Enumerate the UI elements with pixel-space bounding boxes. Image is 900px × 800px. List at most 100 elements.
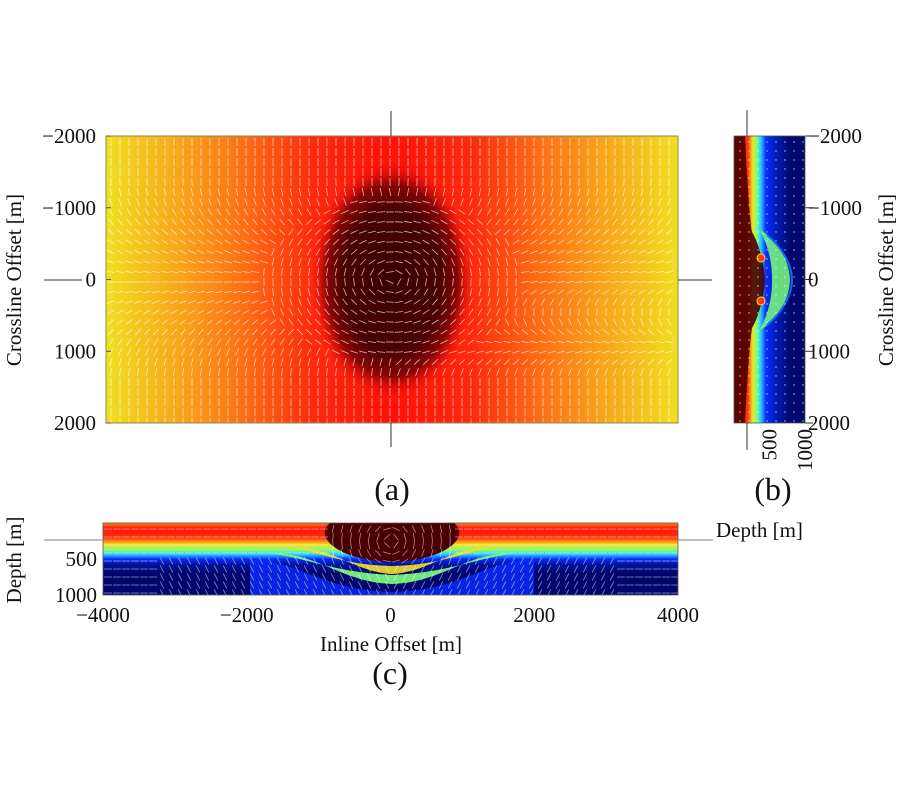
panel-c-frame — [102, 522, 679, 596]
vector-arrow — [394, 241, 404, 243]
vector-arrow — [584, 329, 592, 335]
vector-arrow — [485, 350, 493, 354]
vector-arrow — [401, 558, 409, 564]
vector-arrow — [136, 358, 140, 366]
panel-c-ytick-label: 500 — [66, 547, 98, 571]
vector-dot — [775, 231, 777, 233]
vector-arrow — [376, 231, 386, 233]
vector-arrow — [145, 358, 149, 366]
vector-arrow — [477, 318, 483, 326]
vector-arrow — [299, 367, 301, 377]
vector-arrow — [207, 208, 213, 216]
vector-dot — [784, 312, 786, 314]
vector-arrow — [340, 557, 344, 565]
vector-arrow — [188, 309, 196, 315]
vector-arrow — [476, 328, 484, 336]
vector-arrow — [603, 208, 609, 216]
vector-arrow — [312, 565, 318, 573]
vector-dot — [766, 393, 768, 395]
vector-arrow — [179, 319, 187, 325]
vector-arrow — [195, 589, 200, 595]
vector-arrow — [496, 187, 500, 197]
vector-arrow — [366, 581, 372, 589]
vector-arrow — [469, 187, 473, 197]
vector-arrow — [532, 198, 536, 206]
vector-arrow — [307, 298, 311, 306]
vector-arrow — [449, 350, 457, 354]
vector-arrow — [359, 230, 367, 234]
vector-arrow — [631, 368, 635, 376]
vector-dot — [739, 195, 741, 197]
vector-arrow — [550, 368, 554, 376]
vector-dot — [766, 168, 768, 170]
vector-arrow — [323, 229, 331, 235]
vector-arrow — [271, 198, 275, 206]
vector-arrow — [503, 350, 511, 354]
vector-arrow — [495, 318, 501, 326]
vector-dot — [748, 213, 750, 215]
vector-arrow — [332, 238, 340, 246]
vector-arrow — [439, 589, 444, 595]
vector-arrow — [108, 208, 114, 216]
vector-dot — [802, 231, 804, 233]
vector-arrow — [269, 328, 277, 336]
vector-arrow — [510, 565, 516, 573]
vector-arrow — [195, 581, 201, 589]
vector-arrow — [352, 358, 356, 366]
vector-arrow — [402, 573, 408, 581]
vector-arrow — [458, 339, 466, 345]
vector-arrow — [224, 309, 232, 315]
vector-arrow — [179, 309, 187, 315]
panel-b-ytick-label: −1000 — [808, 196, 862, 220]
vector-arrow — [448, 549, 452, 557]
panel-c-xtick-label: −4000 — [76, 603, 130, 627]
vector-arrow — [600, 581, 606, 589]
vector-arrow — [523, 368, 527, 376]
vector-dot — [802, 366, 804, 368]
vector-arrow — [359, 309, 367, 315]
vector-arrow — [116, 228, 124, 236]
vector-dot — [739, 402, 741, 404]
vector-arrow — [394, 331, 404, 333]
vector-arrow — [530, 329, 538, 335]
vector-arrow — [505, 287, 509, 297]
vector-arrow — [548, 260, 556, 264]
vector-arrow — [630, 218, 636, 226]
vector-arrow — [189, 348, 195, 356]
vector-arrow — [476, 218, 484, 226]
vector-arrow — [601, 340, 611, 344]
vector-arrow — [383, 527, 391, 531]
vector-arrow — [135, 218, 141, 226]
vector-dot — [739, 339, 741, 341]
vector-arrow — [478, 258, 482, 266]
vector-arrow — [251, 309, 259, 315]
vector-arrow — [250, 271, 260, 273]
vector-arrow — [314, 318, 322, 326]
vector-arrow — [325, 258, 329, 266]
vector-arrow — [307, 198, 311, 206]
vector-arrow — [308, 367, 310, 377]
vector-arrow — [235, 187, 239, 197]
vector-arrow — [431, 309, 439, 315]
vector-arrow — [638, 249, 646, 255]
vector-arrow — [362, 277, 364, 287]
vector-arrow — [575, 228, 583, 236]
vector-arrow — [261, 218, 267, 226]
panel-a-vector-field — [106, 138, 674, 423]
panel-c-ylabel-right: Depth [m] — [716, 518, 803, 542]
vector-arrow — [206, 319, 214, 325]
vector-arrow — [442, 187, 446, 197]
vector-arrow — [575, 249, 583, 255]
vector-arrow — [528, 581, 534, 589]
vector-arrow — [403, 351, 413, 353]
vector-arrow — [375, 565, 381, 573]
vector-arrow — [403, 211, 413, 213]
vector-arrow — [530, 289, 538, 295]
vector-arrow — [298, 258, 302, 266]
vector-arrow — [262, 358, 266, 366]
vector-dot — [739, 159, 741, 161]
vector-arrow — [116, 309, 124, 315]
vector-arrow — [161, 300, 169, 304]
vector-arrow — [477, 238, 483, 246]
vector-arrow — [501, 557, 507, 565]
